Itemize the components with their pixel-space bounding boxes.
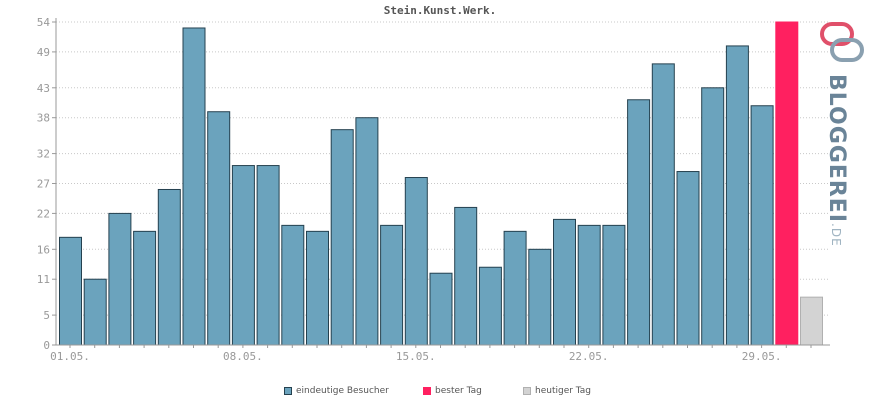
y-tick-label: 0 xyxy=(43,339,50,352)
x-tick-label: 08.05. xyxy=(223,350,263,363)
chart-title: Stein.Kunst.Werk. xyxy=(384,4,497,17)
legend-swatch-best xyxy=(423,387,431,395)
bar-visitors xyxy=(256,165,280,346)
bar-visitors xyxy=(157,188,181,346)
bar-visitors xyxy=(108,212,132,346)
bar-visitors xyxy=(627,99,651,346)
y-tick-label: 22 xyxy=(37,207,50,220)
bar-visitors xyxy=(701,87,725,346)
x-tick-label: 01.05. xyxy=(50,350,90,363)
bar-visitors xyxy=(207,111,231,346)
bar-visitors xyxy=(231,165,255,346)
bar-visitors xyxy=(59,236,82,346)
bar-visitors xyxy=(503,230,527,346)
bar-visitors xyxy=(404,177,428,346)
legend-label-best: bester Tag xyxy=(435,386,482,396)
bar-visitors xyxy=(306,230,329,346)
legend-item-today: heutiger Tag xyxy=(523,386,591,396)
logo-mark-icon xyxy=(820,22,864,62)
y-tick-label: 27 xyxy=(37,178,50,191)
axes xyxy=(55,18,830,346)
bar-visitors xyxy=(133,230,157,346)
y-axis-ticks: 0 5 11 16 22 27 32 38 43 49 54 xyxy=(37,16,56,352)
x-tick-label: 29.05. xyxy=(742,350,782,363)
bars xyxy=(59,21,823,346)
x-tick-label: 15.05. xyxy=(396,350,436,363)
legend-label-today: heutiger Tag xyxy=(535,386,592,396)
bar-visitors xyxy=(553,218,576,346)
logo-text: BLOGGEREI.DE xyxy=(824,74,849,247)
bar-best-day xyxy=(775,21,799,346)
x-tick-label: 22.05. xyxy=(569,350,609,363)
y-tick-label: 32 xyxy=(37,148,50,161)
legend-label-visitors: eindeutige Besucher xyxy=(296,386,389,396)
bar-visitors xyxy=(676,171,700,346)
y-tick-label: 43 xyxy=(37,82,50,95)
y-tick-label: 16 xyxy=(37,243,50,256)
legend-swatch-visitors xyxy=(284,387,292,395)
y-tick-label: 11 xyxy=(37,273,50,286)
bar-visitors xyxy=(83,278,107,346)
x-axis-ticks: 01.05. 08.05. 15.05. 22.05. 29.05. xyxy=(50,345,812,363)
legend-item-visitors: eindeutige Besucher xyxy=(284,386,389,396)
bar-visitors xyxy=(281,224,305,346)
logo-suffix-text: .DE xyxy=(829,223,843,247)
bar-visitors xyxy=(330,129,354,346)
y-tick-label: 38 xyxy=(37,112,50,125)
bar-visitors xyxy=(577,224,601,346)
bar-visitors xyxy=(602,224,626,346)
bar-visitors xyxy=(380,224,404,346)
bar-visitors xyxy=(478,266,502,346)
y-tick-label: 49 xyxy=(37,46,50,59)
bar-visitors xyxy=(182,27,206,346)
logo-main-text: BLOGGEREI xyxy=(824,74,849,224)
bar-today xyxy=(800,296,823,346)
bar-visitors xyxy=(355,117,379,346)
y-tick-label: 54 xyxy=(37,16,51,29)
bar-visitors xyxy=(454,206,478,346)
y-tick-label: 5 xyxy=(43,309,50,322)
bar-visitors xyxy=(651,63,675,346)
chart-legend: eindeutige Besucher bester Tag heutiger … xyxy=(0,386,870,400)
legend-item-best: bester Tag xyxy=(423,386,482,396)
bar-visitors xyxy=(528,248,552,346)
bar-visitors xyxy=(725,45,749,346)
legend-swatch-today xyxy=(523,387,531,395)
bloggerei-logo: BLOGGEREI.DE xyxy=(818,18,870,247)
bar-visitors xyxy=(429,272,453,346)
bar-visitors xyxy=(750,105,774,346)
